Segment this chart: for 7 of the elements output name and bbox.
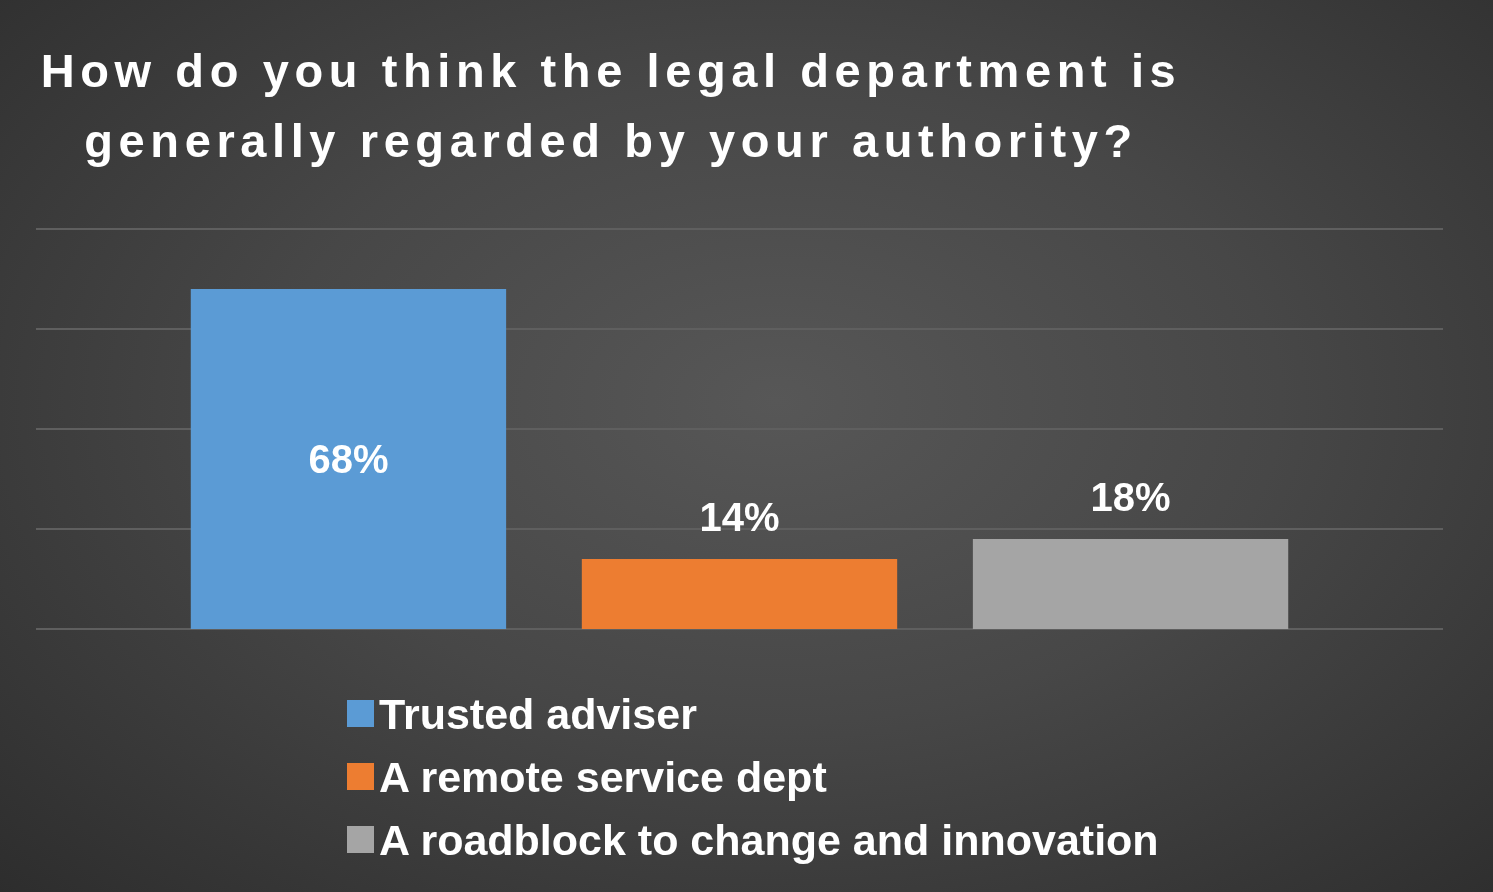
legend-label: Trusted adviser [379, 689, 698, 738]
data-label: 68% [308, 437, 389, 481]
data-label: 14% [699, 495, 780, 539]
legend-label: A roadblock to change and innovation [379, 815, 1159, 864]
data-label: 18% [1090, 475, 1171, 519]
chart-title: How do you think the legal department is generally regarded by your authority? [39, 43, 1183, 169]
legend-label: A remote service dept [379, 752, 827, 801]
